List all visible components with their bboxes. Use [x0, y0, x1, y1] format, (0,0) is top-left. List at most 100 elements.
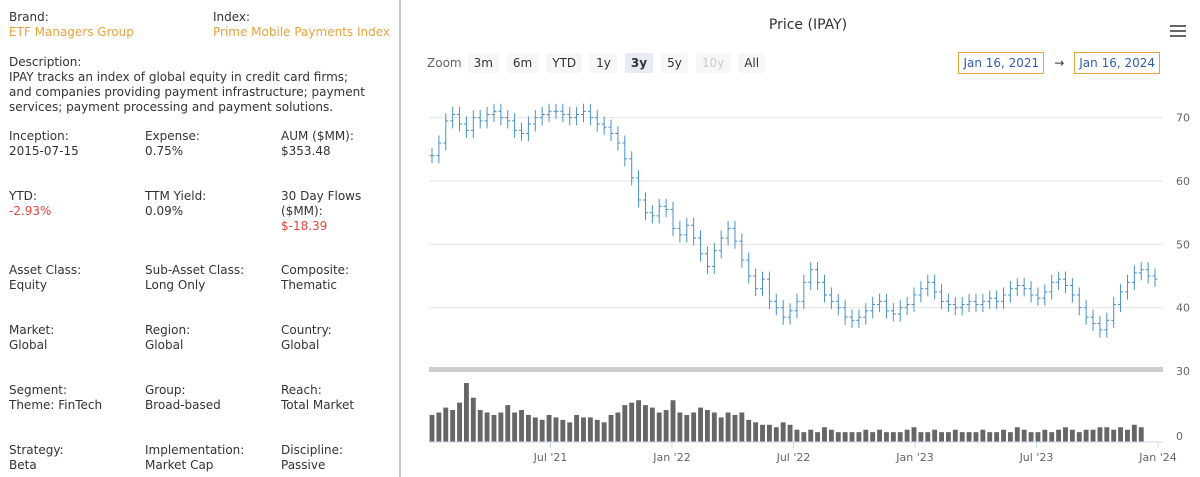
volume-bar — [890, 432, 896, 442]
zoom-all-button[interactable]: All — [738, 53, 766, 73]
price-tick-label: 60 — [1176, 175, 1190, 188]
price-bar — [1124, 274, 1130, 300]
chart-gridlines — [429, 117, 1163, 372]
price-bar — [491, 103, 497, 123]
price-bar — [1035, 287, 1041, 306]
group-label: Group: — [145, 383, 186, 397]
price-bar — [553, 103, 559, 119]
composite-label: Composite: — [281, 263, 350, 277]
volume-bar — [1131, 424, 1137, 442]
ttm-yield-field: TTM Yield: 0.09% — [145, 189, 206, 219]
volume-bar — [1042, 429, 1048, 442]
volume-bar — [505, 405, 511, 442]
country-field: Country: Global — [281, 323, 332, 353]
hamburger-menu-icon[interactable] — [1170, 25, 1186, 38]
x-tick-label: Jul '23 — [1019, 451, 1054, 464]
price-bar — [835, 293, 841, 316]
discipline-label: Discipline: — [281, 443, 344, 457]
price-bar — [1076, 287, 1082, 316]
description-label: Description: — [9, 55, 82, 69]
volume-bar — [1125, 429, 1130, 442]
zoom-1y-button[interactable]: 1y — [590, 53, 617, 73]
zoom-5y-button[interactable]: 5y — [661, 53, 688, 73]
price-bar — [959, 296, 965, 316]
price-bar — [1001, 287, 1007, 309]
price-tick-label: 40 — [1176, 302, 1190, 315]
volume-bar — [725, 412, 731, 442]
implementation-value: Market Cap — [145, 458, 214, 472]
price-bar — [525, 116, 531, 142]
price-bar — [436, 135, 442, 164]
market-field: Market: Global — [9, 323, 54, 353]
volume-bar — [429, 414, 435, 442]
volume-bar — [925, 432, 931, 442]
index-link[interactable]: Prime Mobile Payments Index — [213, 25, 390, 39]
price-bar — [1056, 271, 1062, 290]
price-bar — [808, 262, 814, 290]
price-bar — [498, 103, 504, 126]
price-bar — [939, 284, 945, 309]
volume-bar — [1090, 429, 1096, 442]
price-bar — [539, 106, 545, 126]
zoom-6m-button[interactable]: 6m — [506, 53, 539, 73]
volume-bar — [684, 414, 690, 442]
x-tick-label: Jan '23 — [895, 451, 933, 464]
price-bar — [766, 271, 772, 309]
price-bar — [457, 106, 463, 132]
price-bar — [911, 287, 917, 313]
volume-bar — [746, 419, 752, 442]
zoom-ytd-button[interactable]: YTD — [546, 53, 583, 73]
region-label: Region: — [145, 323, 191, 337]
price-bar — [512, 113, 518, 138]
price-bar — [629, 151, 635, 186]
volume-bar — [1076, 432, 1082, 442]
x-tick-label: Jul '21 — [533, 451, 568, 464]
price-bar — [477, 110, 483, 129]
price-bar — [732, 220, 738, 249]
zoom-10y-button: 10y — [695, 53, 731, 73]
price-bar — [560, 103, 566, 123]
aum-label: AUM ($MM): — [281, 129, 354, 143]
volume-bar — [884, 432, 889, 442]
volume-bar — [794, 429, 800, 442]
volume-bar — [952, 429, 958, 442]
volume-bar — [532, 417, 538, 442]
volume-bar — [994, 432, 1000, 442]
zoom-3m-button[interactable]: 3m — [467, 53, 499, 73]
reach-field: Reach: Total Market — [281, 383, 354, 413]
volume-bar — [567, 422, 573, 442]
x-tick-label: Jan '22 — [652, 451, 690, 464]
price-bar — [663, 198, 669, 218]
ytd-label: YTD: — [9, 189, 37, 203]
volume-bar — [553, 417, 559, 442]
range-from-input[interactable]: Jan 16, 2021 — [958, 52, 1045, 74]
price-bar — [897, 300, 903, 322]
composite-value: Thematic — [281, 278, 337, 292]
volume-bar — [835, 432, 841, 442]
zoom-3y-button[interactable]: 3y — [624, 53, 654, 73]
volume-bar — [704, 410, 710, 442]
price-bar — [608, 119, 614, 142]
volume-bar — [436, 412, 442, 442]
implementation-field: Implementation: Market Cap — [145, 443, 244, 473]
price-bar — [601, 116, 607, 135]
price-bar — [945, 293, 951, 313]
volume-bar — [519, 410, 524, 442]
volume-bar — [987, 432, 993, 442]
price-bar — [725, 220, 731, 246]
brand-link[interactable]: ETF Managers Group — [9, 25, 134, 39]
volume-bar — [649, 407, 655, 442]
ytd-value: -2.93% — [9, 204, 52, 218]
ttm-yield-label: TTM Yield: — [145, 189, 207, 203]
price-bar — [842, 300, 848, 325]
volume-bar — [787, 424, 793, 442]
range-to-input[interactable]: Jan 16, 2024 — [1074, 52, 1160, 74]
volume-bar — [1007, 432, 1013, 442]
price-bar — [815, 262, 821, 290]
volume-bar — [1069, 429, 1075, 442]
flows-value: $-18.39 — [281, 219, 328, 233]
volume-bar — [525, 414, 531, 442]
volume-bar — [587, 417, 593, 442]
volume-bar — [1035, 432, 1041, 442]
price-bar — [952, 296, 958, 316]
